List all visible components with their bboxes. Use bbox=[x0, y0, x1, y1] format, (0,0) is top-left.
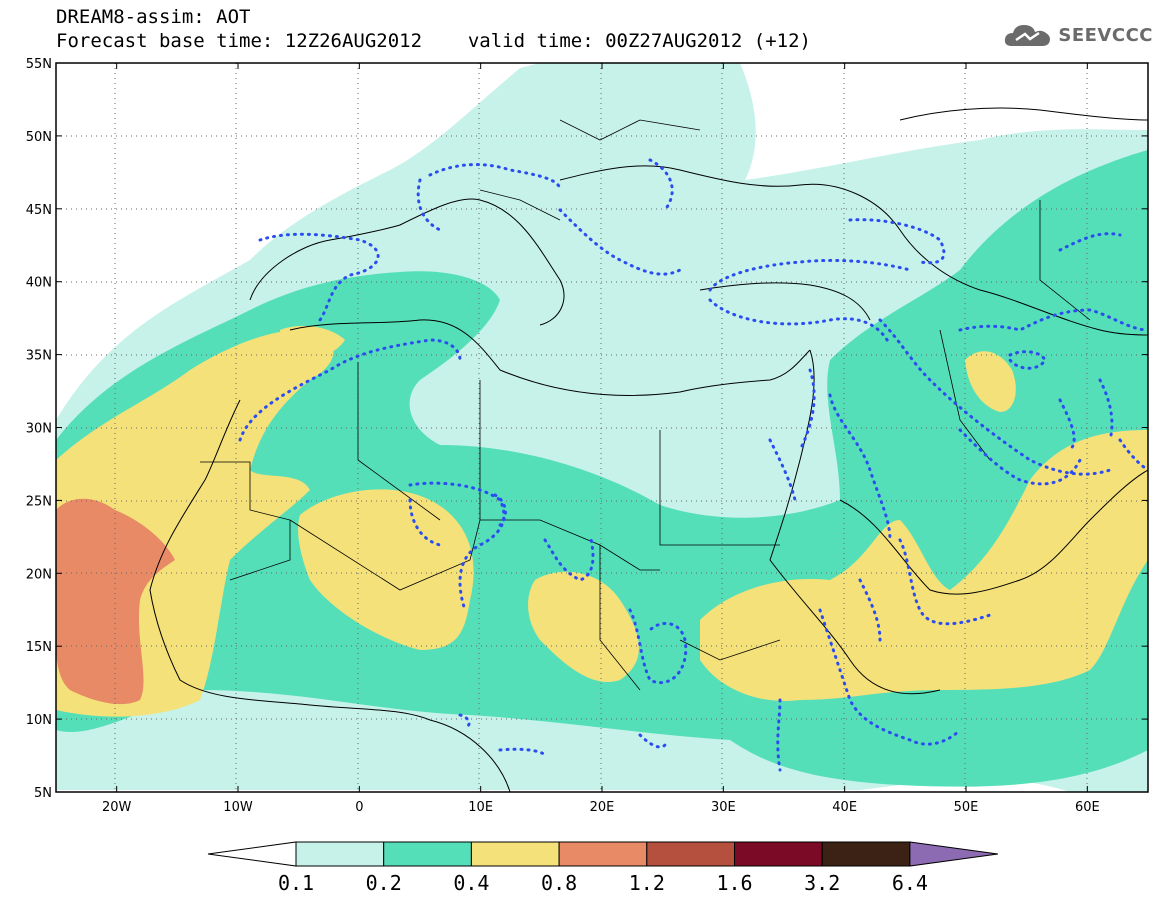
lat-tick-label: 55N bbox=[26, 57, 52, 72]
longitude-axis: 20W 10W 0 10E 20E 30E 40E 50E 60E bbox=[102, 63, 1100, 815]
valid-time: valid time: 00Z27AUG2012 (+12) bbox=[467, 30, 811, 52]
aot-contours bbox=[238, 158, 1148, 772]
lon-tick-label: 10W bbox=[223, 800, 253, 815]
colorbar: 0.1 0.2 0.4 0.8 1.2 1.6 3.2 6.4 bbox=[207, 841, 998, 895]
colorbar-label: 0.4 bbox=[453, 871, 489, 895]
colorbar-swatch bbox=[295, 841, 385, 867]
lon-tick-label: 10E bbox=[468, 800, 493, 815]
aot-band-0.4-arabia bbox=[700, 430, 1148, 701]
country-borders bbox=[200, 119, 1091, 691]
colorbar-swatch bbox=[734, 841, 823, 867]
colorbar-swatch bbox=[646, 841, 735, 867]
colorbar-label: 6.4 bbox=[892, 871, 928, 895]
lat-tick-label: 50N bbox=[26, 130, 52, 145]
lon-tick-label: 30E bbox=[711, 800, 736, 815]
aot-band-0.4-iran bbox=[965, 351, 1016, 412]
lat-tick-label: 5N bbox=[34, 786, 52, 801]
aot-band-0.8 bbox=[56, 498, 175, 705]
colorbar-swatch bbox=[470, 841, 560, 867]
colorbar-swatch bbox=[821, 841, 911, 867]
forecast-time-line: Forecast base time: 12Z26AUG2012 valid t… bbox=[56, 30, 811, 52]
lat-tick-label: 25N bbox=[26, 494, 52, 509]
lon-tick-label: 20W bbox=[102, 800, 132, 815]
colorbar-under-triangle bbox=[207, 841, 297, 867]
lon-tick-label: 0 bbox=[355, 800, 363, 815]
colorbar-label: 3.2 bbox=[804, 871, 840, 895]
latitude-axis: 55N 50N 45N 40N 35N 30N 25N 20N 15N 10N 5N bbox=[26, 57, 1148, 801]
lat-tick-label: 20N bbox=[26, 567, 52, 582]
seevccc-logo: SEEVCCC bbox=[1002, 20, 1153, 50]
colorbar-label: 1.2 bbox=[629, 871, 665, 895]
lat-tick-label: 15N bbox=[26, 640, 52, 655]
lat-tick-label: 35N bbox=[26, 349, 52, 364]
graticule bbox=[56, 63, 1148, 792]
lon-tick-label: 20E bbox=[590, 800, 615, 815]
lon-tick-label: 40E bbox=[832, 800, 857, 815]
lat-tick-label: 10N bbox=[26, 713, 52, 728]
cloud-icon bbox=[1005, 25, 1051, 46]
lat-tick-label: 40N bbox=[26, 276, 52, 291]
colorbar-label: 0.2 bbox=[366, 871, 402, 895]
lat-tick-label: 45N bbox=[26, 203, 52, 218]
lon-tick-label: 60E bbox=[1075, 800, 1100, 815]
colorbar-swatch bbox=[383, 841, 472, 867]
lat-tick-label: 30N bbox=[26, 422, 52, 437]
colorbar-label: 0.8 bbox=[541, 871, 577, 895]
colorbar-label: 1.6 bbox=[716, 871, 752, 895]
colorbar-over-triangle bbox=[909, 841, 998, 867]
colorbar-label: 0.1 bbox=[278, 871, 314, 895]
aot-band-0.4-morocco bbox=[280, 325, 345, 359]
colorbar-swatch bbox=[558, 841, 648, 867]
map-title: DREAM8-assim: AOT bbox=[56, 6, 251, 28]
logo-text: SEEVCCC bbox=[1058, 24, 1153, 46]
lon-tick-label: 50E bbox=[954, 800, 979, 815]
forecast-base-time: Forecast base time: 12Z26AUG2012 bbox=[56, 30, 423, 52]
aot-band-0.4-sahara bbox=[298, 489, 474, 650]
